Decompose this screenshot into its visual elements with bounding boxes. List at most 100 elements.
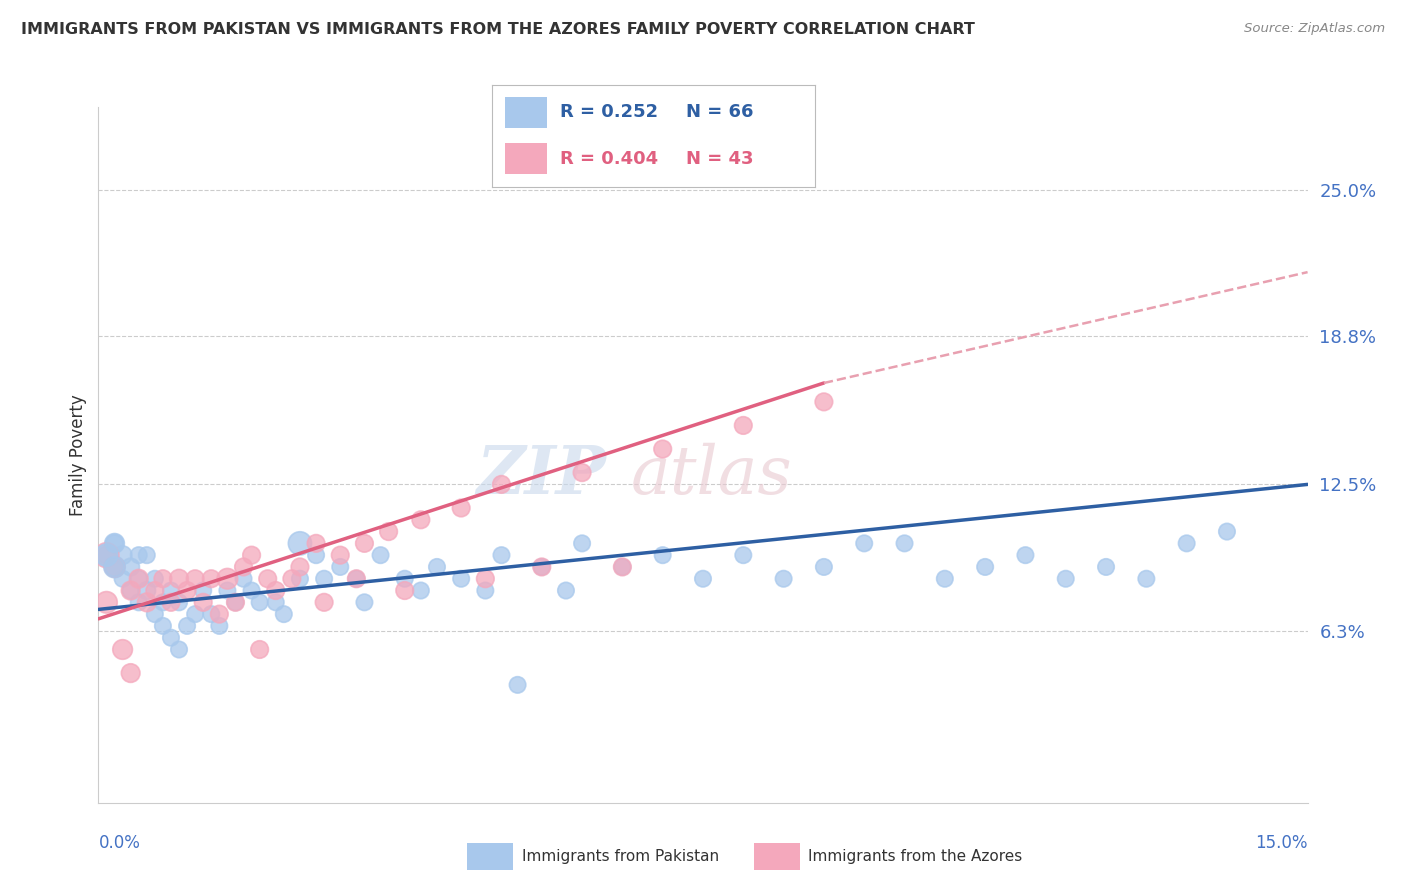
Point [200,607,222,621]
Point [200,572,222,586]
Point [651,548,673,562]
Point [96,595,118,609]
Point [152,572,174,586]
Point [612,560,634,574]
Point [974,560,997,574]
Point [288,536,311,550]
Point [224,595,246,609]
Point [450,500,472,515]
Point [143,607,166,621]
Point [152,595,174,609]
Point [612,560,634,574]
Point [1014,548,1036,562]
Point [240,548,263,562]
Point [143,572,166,586]
Point [249,595,271,609]
Point [103,560,125,574]
Point [160,583,183,598]
Point [813,560,835,574]
Point [160,631,183,645]
Point [264,583,287,598]
Point [530,560,553,574]
Point [1054,572,1077,586]
Text: IMMIGRANTS FROM PAKISTAN VS IMMIGRANTS FROM THE AZORES FAMILY POVERTY CORRELATIO: IMMIGRANTS FROM PAKISTAN VS IMMIGRANTS F… [21,22,974,37]
Point [344,572,367,586]
Point [240,583,263,598]
Point [120,583,142,598]
Point [692,572,714,586]
Point [217,572,239,586]
Point [224,595,246,609]
Bar [505,97,547,128]
Y-axis label: Family Poverty: Family Poverty [69,394,87,516]
Point [474,583,496,598]
Point [426,560,449,574]
Text: ZIP: ZIP [477,443,606,508]
Point [96,548,118,562]
Text: Immigrants from the Azores: Immigrants from the Azores [808,849,1022,863]
Text: N = 66: N = 66 [686,103,754,121]
Point [491,548,513,562]
Bar [754,843,800,870]
Point [329,548,352,562]
Point [103,536,125,550]
Point [128,595,150,609]
Text: 0.0%: 0.0% [98,834,141,852]
Text: N = 43: N = 43 [686,150,754,168]
Point [232,572,254,586]
Point [934,572,956,586]
Point [491,477,513,491]
Point [120,666,142,681]
Point [571,536,593,550]
Point [273,607,295,621]
Point [281,572,304,586]
Point [353,595,375,609]
Point [1175,536,1198,550]
Point [1216,524,1239,539]
Point [152,619,174,633]
Point [135,595,157,609]
Text: Source: ZipAtlas.com: Source: ZipAtlas.com [1244,22,1385,36]
Point [394,572,416,586]
Point [249,642,271,657]
Point [853,536,876,550]
Text: atlas: atlas [630,443,792,508]
Point [135,583,157,598]
Point [394,583,416,598]
Point [288,560,311,574]
Point [314,595,336,609]
Point [184,607,207,621]
Point [193,595,215,609]
Point [135,548,157,562]
Point [176,583,198,598]
Point [370,548,392,562]
Point [305,548,328,562]
Point [409,513,432,527]
Point [813,395,835,409]
Point [1135,572,1157,586]
Point [143,583,166,598]
Point [772,572,794,586]
Point [167,595,190,609]
Point [128,548,150,562]
Point [733,418,755,433]
Point [111,548,134,562]
Point [167,572,190,586]
Point [120,560,142,574]
Point [167,642,190,657]
Point [314,572,336,586]
Point [176,619,198,633]
Point [160,595,183,609]
Point [111,642,134,657]
Point [103,560,125,574]
Point [256,572,278,586]
Point [353,536,375,550]
Point [377,524,399,539]
Point [264,595,287,609]
Point [506,678,529,692]
Point [103,536,125,550]
Point [232,560,254,574]
Point [217,583,239,598]
Text: Immigrants from Pakistan: Immigrants from Pakistan [522,849,718,863]
Point [96,548,118,562]
